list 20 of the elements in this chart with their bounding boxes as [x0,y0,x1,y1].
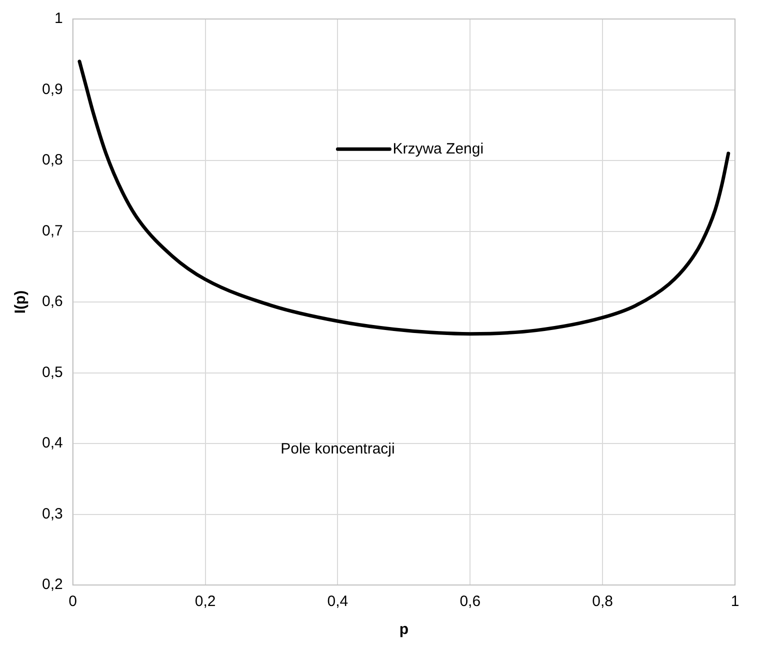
y-tick-label: 0,8 [42,152,63,169]
x-tick-label: 0,8 [592,593,613,610]
x-tick-label: 1 [730,593,740,610]
annotation: Pole koncentracji [280,440,395,458]
y-tick-label: 0,7 [42,222,63,240]
y-tick-label: 0,9 [42,80,63,98]
legend-label: Krzywa Zengi [392,140,484,158]
line-series [78,60,730,336]
x-tick-label: 0,6 [460,593,481,610]
x-axis-title: p [399,621,409,638]
x-tick-label: 0,2 [194,593,216,610]
y-tick-label: 0,6 [42,293,63,310]
x-tick-label: 0 [68,593,78,610]
y-tick-label: 1 [54,10,63,28]
y-tick-label: 0,2 [42,576,63,594]
x-tick-label: 0,4 [327,593,348,610]
y-tick-label: 0,5 [42,364,63,381]
y-tick-label: 0,4 [42,434,63,452]
y-axis-title: I(p) [12,290,30,314]
y-tick-label: 0,3 [42,505,63,522]
